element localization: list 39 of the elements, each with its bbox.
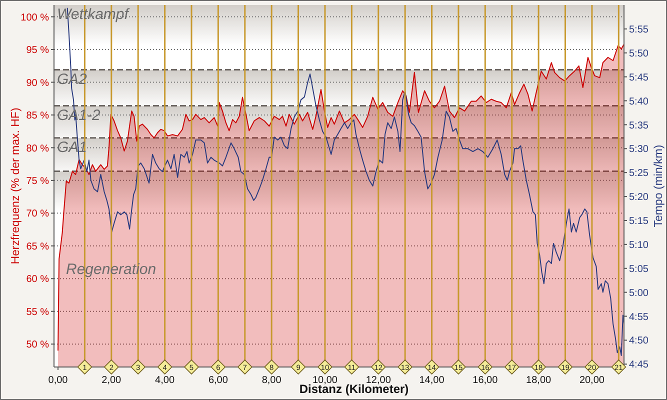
y2-tick-label: 5:45	[629, 72, 649, 84]
x-tick-label: 16,00	[472, 375, 498, 386]
y-axis-title: Herzfrequenz (% der max. HF)	[10, 108, 22, 264]
y2-tick-label: 5:00	[629, 288, 649, 299]
y2-tick-label: 5:20	[629, 192, 649, 204]
y-tick-label: 60 %	[26, 274, 50, 286]
y-tick-label: 55 %	[26, 306, 50, 318]
x-tick-label: 20,00	[579, 375, 605, 386]
y-tick-label: 80 %	[26, 143, 50, 154]
y-tick-label: 50 %	[26, 340, 50, 351]
y2-tick-label: 5:50	[629, 48, 649, 60]
y2-tick-label: 5:30	[629, 144, 649, 156]
y2-axis-title: Tempo (min/km)	[653, 144, 665, 228]
x-tick-label: 2,00	[102, 375, 122, 386]
y2-tick-label: 5:55	[629, 24, 649, 36]
y2-tick-label: 5:40	[629, 96, 649, 108]
y-tick-label: 95 %	[26, 45, 50, 56]
y-tick-label: 90 %	[26, 78, 50, 89]
y-tick-label: 100 %	[20, 12, 50, 24]
y-tick-label: 75 %	[26, 176, 50, 187]
x-tick-label: 14,00	[419, 375, 445, 386]
y-tick-label: 85 %	[26, 110, 50, 122]
y2-tick-label: 5:10	[629, 240, 649, 251]
y2-tick-label: 5:05	[629, 264, 649, 275]
y2-tick-label: 5:15	[629, 216, 649, 228]
y2-tick-label: 4:45	[629, 360, 649, 371]
x-tick-label: 18,00	[526, 375, 552, 386]
y2-tick-label: 5:25	[629, 168, 649, 180]
x-tick-label: 12,00	[366, 375, 392, 386]
x-tick-label: 8,00	[262, 375, 282, 386]
x-tick-label: 4,00	[155, 375, 175, 386]
y-tick-label: 70 %	[26, 208, 50, 220]
x-tick-label: 6,00	[208, 375, 228, 386]
x-tick-label: 0,00	[48, 375, 68, 386]
y2-tick-label: 4:55	[629, 312, 649, 323]
x-tick-label: 10,00	[312, 375, 338, 386]
y-tick-label: 65 %	[26, 241, 50, 252]
y2-tick-label: 5:35	[629, 120, 649, 132]
y2-tick-label: 4:50	[629, 336, 649, 347]
